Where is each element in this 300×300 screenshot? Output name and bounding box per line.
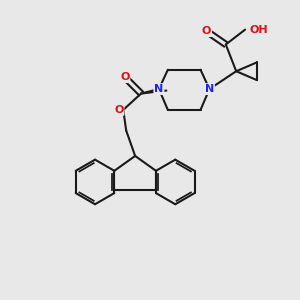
Text: N: N [154,84,164,94]
Text: O: O [202,26,211,36]
Text: N: N [205,84,214,94]
Text: OH: OH [250,25,268,34]
Text: O: O [120,72,129,82]
Text: O: O [114,105,124,115]
